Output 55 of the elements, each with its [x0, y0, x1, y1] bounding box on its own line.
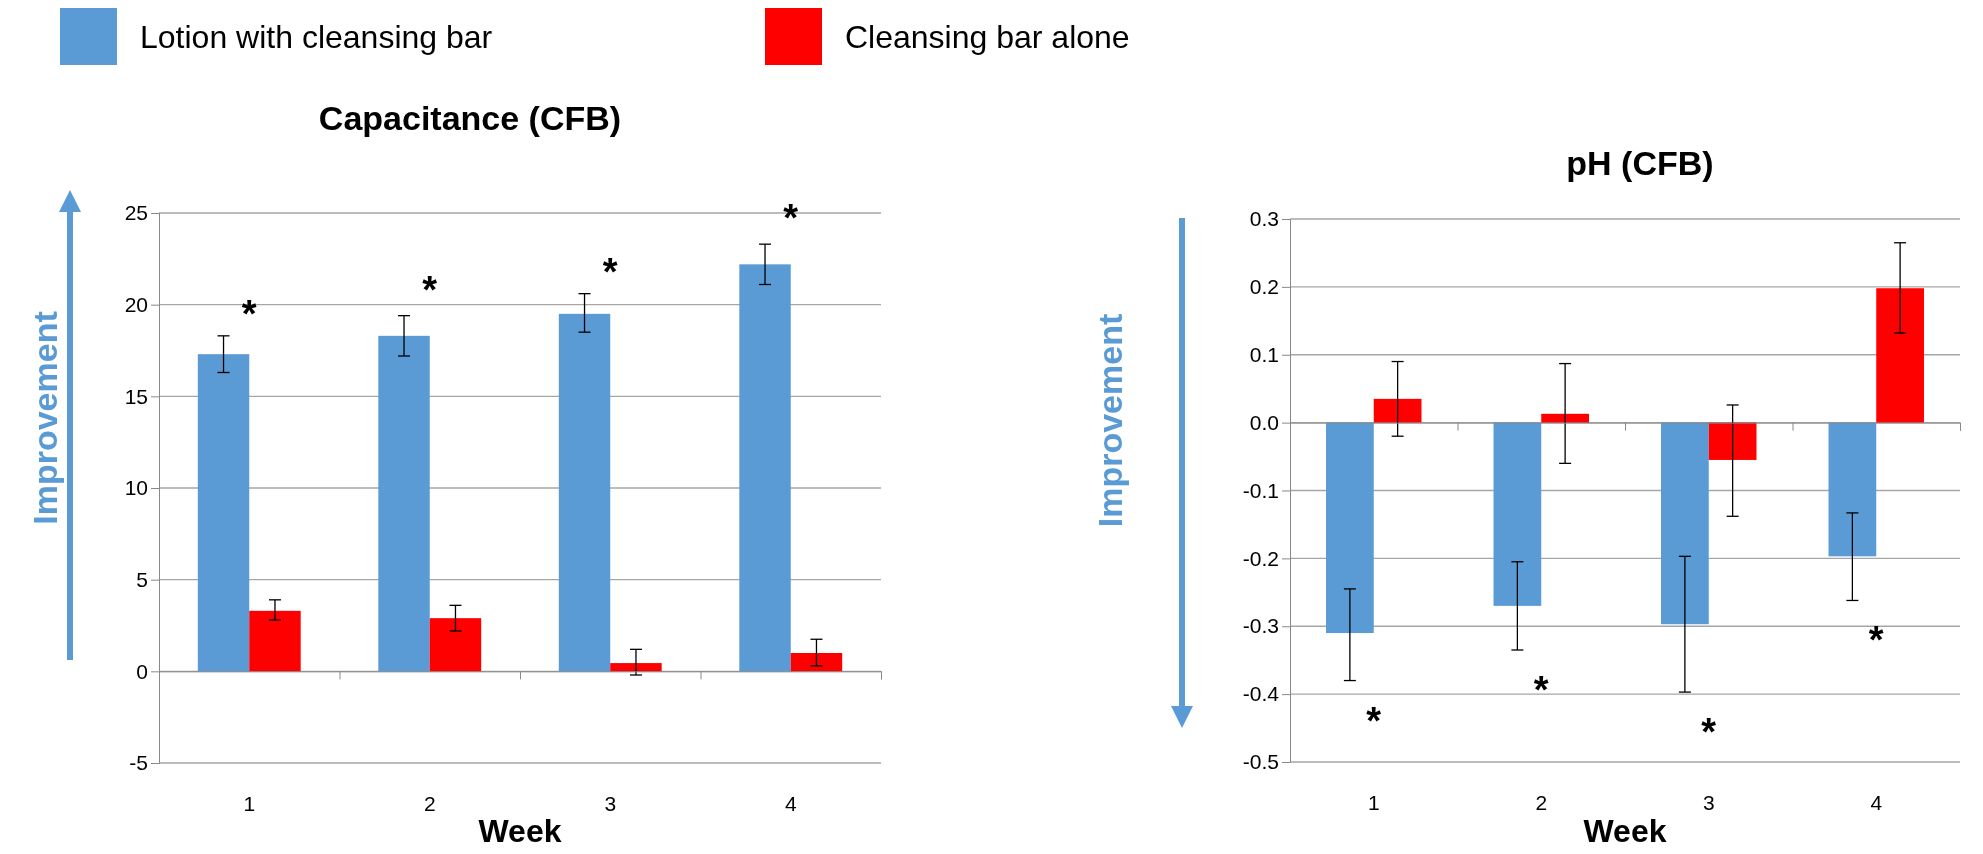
bar: [1708, 422, 1757, 460]
x-tick-label: 3: [604, 792, 617, 815]
y-tick-label: -0.2: [1242, 546, 1279, 570]
bar: [429, 618, 482, 672]
annotation: *: [241, 292, 257, 335]
x-tick-label: 4: [784, 792, 797, 815]
y-tick-label: 10: [124, 476, 148, 500]
x-tick-label: 4: [1870, 791, 1883, 814]
y-tick-label: -0.1: [1242, 478, 1279, 502]
annotation: *: [602, 250, 618, 293]
y-tick-label: -0.4: [1242, 682, 1280, 706]
legend-label: Lotion with cleansing bar: [140, 19, 493, 55]
y-axis-title: Improvement: [1091, 313, 1129, 528]
annotation: *: [1701, 711, 1717, 754]
annotation: *: [1533, 669, 1549, 712]
y-tick-label: 0.0: [1249, 410, 1279, 434]
annotation: *: [422, 268, 438, 311]
bar: [1661, 422, 1709, 625]
x-axis-title: Week: [478, 813, 562, 849]
bar: [1876, 288, 1924, 423]
y-tick-label: 25: [124, 201, 148, 225]
bar: [1326, 422, 1374, 634]
y-tick-label: 0.1: [1249, 342, 1279, 366]
x-tick-label: 2: [423, 792, 436, 815]
annotation: *: [783, 197, 799, 240]
y-tick-label: 15: [124, 384, 148, 408]
annotation: *: [1868, 619, 1884, 662]
bar: [558, 313, 611, 672]
bar: [197, 354, 250, 672]
bar: [610, 663, 662, 672]
chart-title: Capacitance (CFB): [318, 99, 622, 137]
x-tick-label: 2: [1535, 791, 1548, 814]
bar: [378, 335, 430, 672]
y-tick-label: -0.5: [1242, 750, 1279, 774]
bar: [790, 653, 843, 672]
y-tick-label: 0.2: [1249, 275, 1279, 299]
chart-title: pH (CFB): [1566, 144, 1714, 182]
x-tick-label: 3: [1702, 791, 1715, 814]
x-tick-label: 1: [1367, 791, 1380, 814]
bar: [1373, 398, 1422, 423]
bar: [1493, 422, 1542, 606]
y-tick-label: -0.3: [1242, 614, 1279, 638]
y-tick-label: 0: [136, 659, 148, 683]
y-tick-label: 0.3: [1249, 207, 1279, 231]
annotation: *: [1366, 699, 1382, 742]
bar: [249, 610, 301, 672]
x-tick-label: 1: [243, 792, 256, 815]
legend-label: Cleansing bar alone: [845, 19, 1130, 55]
bar: [1828, 422, 1877, 557]
y-tick-label: 20: [124, 292, 148, 316]
y-axis-title: Improvement: [26, 311, 64, 525]
x-axis-title: Week: [1583, 813, 1667, 849]
y-tick-label: 5: [136, 567, 148, 591]
bar: [739, 264, 791, 672]
y-tick-label: -5: [129, 751, 148, 775]
